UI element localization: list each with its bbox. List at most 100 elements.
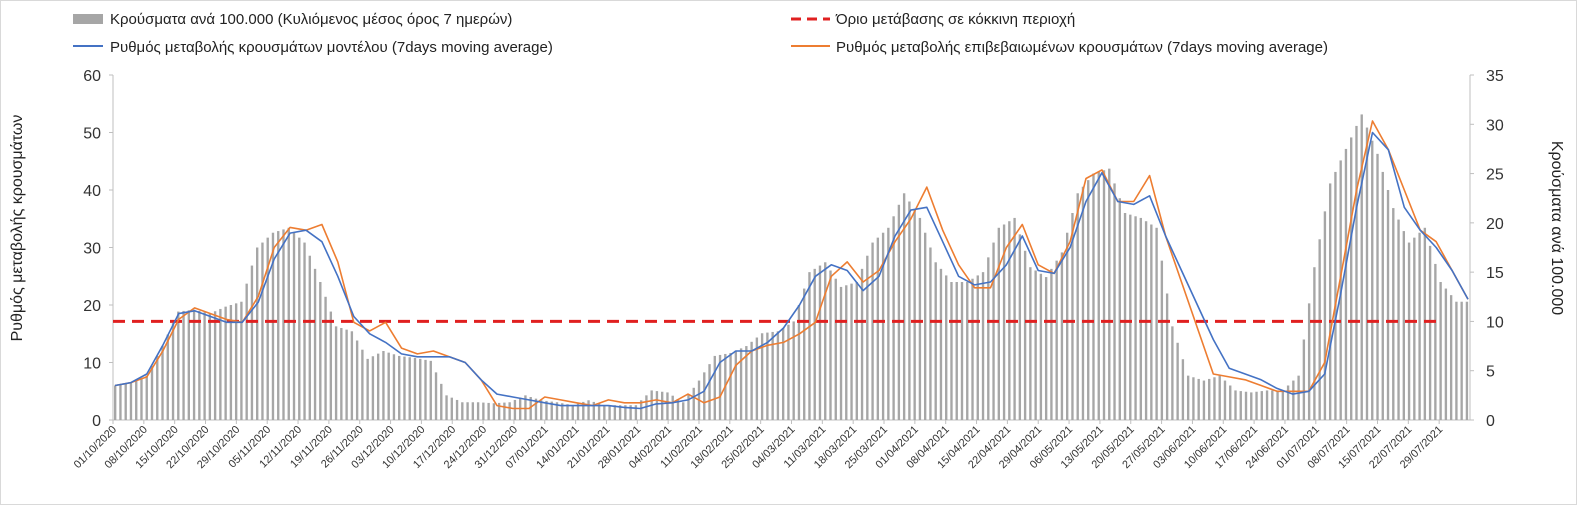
bar — [150, 365, 154, 420]
bar — [803, 288, 806, 420]
bar — [1223, 380, 1227, 420]
bar — [387, 352, 390, 420]
bar — [1307, 303, 1311, 420]
bar — [1418, 232, 1421, 420]
bar — [829, 270, 832, 420]
bar — [1360, 114, 1363, 420]
bar — [529, 397, 532, 420]
bar — [834, 278, 837, 420]
bar — [1460, 301, 1463, 420]
bar — [440, 383, 443, 420]
bar — [319, 282, 322, 420]
y-left-axis-title: Ρυθμός μεταβολής κρουσμάτων — [9, 115, 26, 342]
bar — [1407, 242, 1411, 420]
bar — [513, 399, 517, 420]
bar — [897, 204, 901, 420]
confirmed-cases-line — [114, 120, 1469, 410]
bar — [776, 331, 780, 420]
legend-label-threshold: Όριο μετάβασης σε κόκκινη περιοχή — [835, 11, 1075, 28]
y-right-tick-label: 15 — [1486, 265, 1504, 282]
bar — [224, 306, 227, 420]
bar — [1318, 239, 1321, 420]
bar — [298, 237, 301, 420]
bar — [324, 296, 327, 420]
bar — [1123, 213, 1127, 420]
bar — [1108, 168, 1111, 420]
bar — [745, 346, 748, 420]
bar — [1376, 153, 1379, 420]
bar — [561, 403, 564, 420]
bar — [135, 380, 138, 420]
bar — [1265, 390, 1269, 420]
bar — [634, 405, 638, 420]
bar — [1129, 214, 1132, 420]
bar — [266, 237, 269, 420]
bar — [292, 232, 296, 420]
y-right-tick-label: 10 — [1486, 314, 1504, 331]
bar — [850, 283, 853, 420]
bar — [282, 229, 285, 420]
bar — [1244, 391, 1248, 420]
bar — [1255, 391, 1258, 420]
bar — [345, 329, 348, 420]
bar — [424, 359, 427, 420]
bar — [624, 405, 627, 420]
bar — [987, 257, 990, 420]
bar — [1055, 260, 1058, 420]
bar — [1155, 227, 1158, 420]
bar — [177, 311, 180, 420]
bar — [461, 402, 464, 420]
bar — [1355, 125, 1358, 420]
bar — [250, 265, 254, 420]
bar — [1176, 342, 1179, 420]
model-cases-line — [114, 131, 1469, 410]
bar — [1313, 267, 1316, 420]
bar — [166, 334, 169, 420]
bar — [1371, 140, 1374, 420]
bar — [1134, 216, 1137, 420]
bar — [1413, 237, 1416, 420]
bar — [682, 402, 685, 420]
bar — [929, 247, 932, 420]
bar — [808, 272, 811, 420]
bar — [1213, 377, 1216, 420]
bar — [1060, 252, 1064, 420]
bar — [760, 333, 764, 420]
bar — [366, 358, 369, 420]
bar — [1365, 127, 1369, 421]
bar — [334, 326, 338, 420]
bar — [361, 349, 364, 420]
bar — [824, 262, 827, 420]
y-right-tick-label: 35 — [1486, 68, 1504, 85]
bar — [1113, 183, 1116, 420]
bar — [534, 398, 538, 420]
bar — [476, 402, 480, 420]
bar — [1023, 250, 1027, 420]
bar — [855, 282, 858, 420]
bar — [860, 268, 864, 420]
bar — [1197, 378, 1200, 420]
bar — [550, 401, 553, 420]
bar — [1076, 193, 1079, 420]
bar — [145, 375, 148, 420]
bar — [403, 356, 406, 420]
bar — [608, 405, 611, 420]
bar — [271, 232, 275, 420]
bar — [429, 360, 432, 420]
bar — [487, 402, 490, 420]
bar — [902, 193, 906, 420]
bar — [466, 402, 469, 420]
bar — [671, 395, 674, 420]
bar — [676, 398, 680, 420]
bar — [329, 311, 333, 420]
bar — [1118, 198, 1121, 420]
bar — [618, 405, 622, 420]
bar — [419, 358, 422, 420]
bar — [1160, 260, 1164, 420]
bar — [708, 364, 711, 420]
bar — [997, 227, 1000, 420]
bar — [350, 331, 354, 420]
bar — [1050, 268, 1053, 420]
bar — [1271, 390, 1274, 420]
bar — [1402, 231, 1405, 420]
